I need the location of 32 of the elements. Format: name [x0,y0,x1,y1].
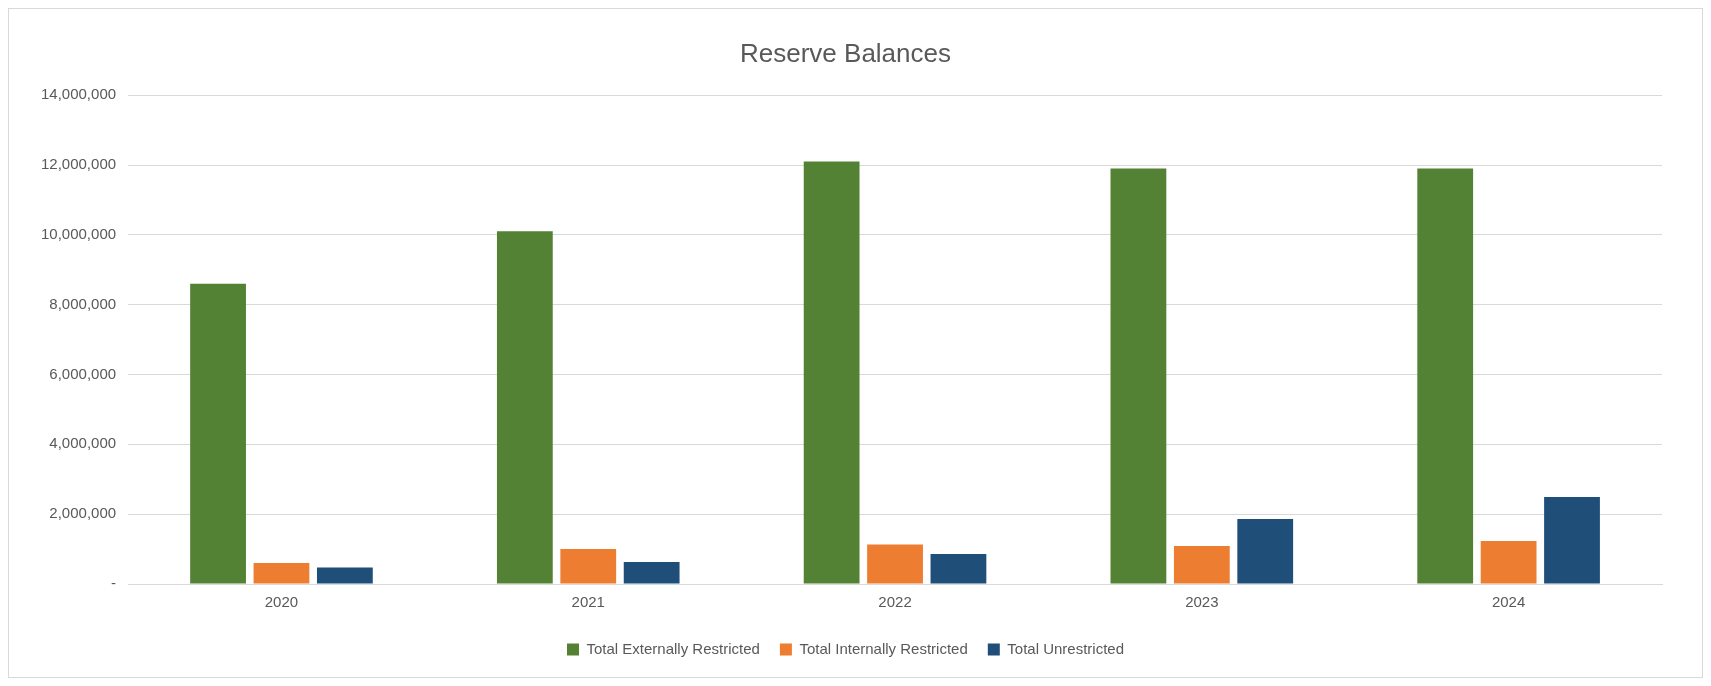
y-tick-label: 10,000,000 [41,225,117,242]
bar [803,161,860,584]
y-tick-label: - [111,574,117,592]
legend-label: Total Internally Restricted [799,639,968,657]
y-tick-label: 6,000,000 [49,364,117,382]
bar [1110,168,1167,584]
y-tick-label: 12,000,000 [41,155,117,173]
chart-title: Reserve Balances [740,37,951,68]
y-tick-label: 8,000,000 [49,294,117,312]
bar [930,553,987,584]
y-tick-label: 2,000,000 [49,504,117,522]
legend-label: Total Unrestricted [1007,639,1125,657]
y-tick-label: 14,000,000 [41,85,117,103]
bar [1544,497,1600,584]
bar [1237,519,1294,584]
bar [623,562,680,584]
bar [1417,168,1474,584]
x-tick-label: 2023 [1185,593,1219,611]
bar [1173,545,1230,584]
x-tick-label: 2024 [1491,593,1526,611]
bar [496,231,553,584]
x-tick-label: 2020 [264,593,299,611]
legend-label: Total Externally Restricted [586,639,760,657]
bar [316,567,373,584]
bar [1480,541,1537,584]
y-tick-label: 4,000,000 [49,434,117,452]
bar [253,563,310,584]
x-tick-label: 2021 [571,593,605,611]
bar [190,283,246,584]
x-tick-label: 2022 [878,593,912,611]
bar [560,549,617,584]
bar [867,544,923,584]
